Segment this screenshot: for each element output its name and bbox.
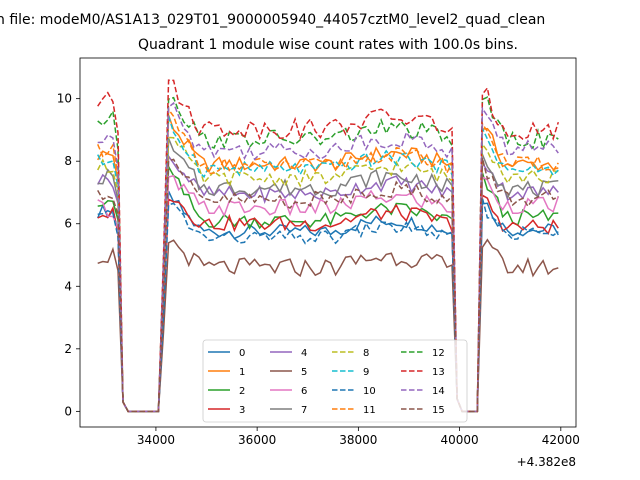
x-tick-label: 36000 <box>238 433 276 447</box>
x-tick-label: 42000 <box>542 433 580 447</box>
legend-label-4: 4 <box>301 348 307 359</box>
series-line-5 <box>97 238 559 413</box>
series-line-14 <box>97 101 559 413</box>
legend-label-7: 7 <box>301 405 307 416</box>
x-tick-label: 34000 <box>137 433 175 447</box>
y-tick-label: 8 <box>64 154 72 168</box>
y-tick-label: 6 <box>64 217 72 231</box>
y-tick-label: 4 <box>64 279 72 293</box>
legend-box <box>202 339 468 423</box>
legend-label-9: 9 <box>363 367 369 378</box>
legend-label-13: 13 <box>432 367 445 378</box>
legend-label-6: 6 <box>301 386 307 397</box>
y-tick-label: 10 <box>57 92 72 106</box>
series-line-13 <box>97 79 560 413</box>
series-line-15 <box>97 157 559 413</box>
legend-label-5: 5 <box>301 367 307 378</box>
figure-suptitle: n file: modeM0/AS1A13_029T01_9000005940_… <box>0 12 545 28</box>
legend-label-14: 14 <box>432 386 445 397</box>
plot-lines <box>97 79 560 413</box>
x-offset-label: +4.382e8 <box>517 455 576 469</box>
y-tick-label: 0 <box>64 404 72 418</box>
chart-title: Quadrant 1 module wise count rates with … <box>138 37 518 53</box>
legend-label-12: 12 <box>432 348 445 359</box>
legend-label-8: 8 <box>363 348 369 359</box>
x-tick-label: 40000 <box>440 433 478 447</box>
y-tick-label: 2 <box>64 342 72 356</box>
legend-label-10: 10 <box>363 386 376 397</box>
legend-label-11: 11 <box>363 405 376 416</box>
legend-label-15: 15 <box>432 405 445 416</box>
legend-label-2: 2 <box>239 386 245 397</box>
x-tick-label: 38000 <box>339 433 377 447</box>
axes-frame <box>79 57 577 428</box>
legend-label-0: 0 <box>239 348 245 359</box>
legend-label-3: 3 <box>239 405 245 416</box>
legend-label-1: 1 <box>239 367 245 378</box>
